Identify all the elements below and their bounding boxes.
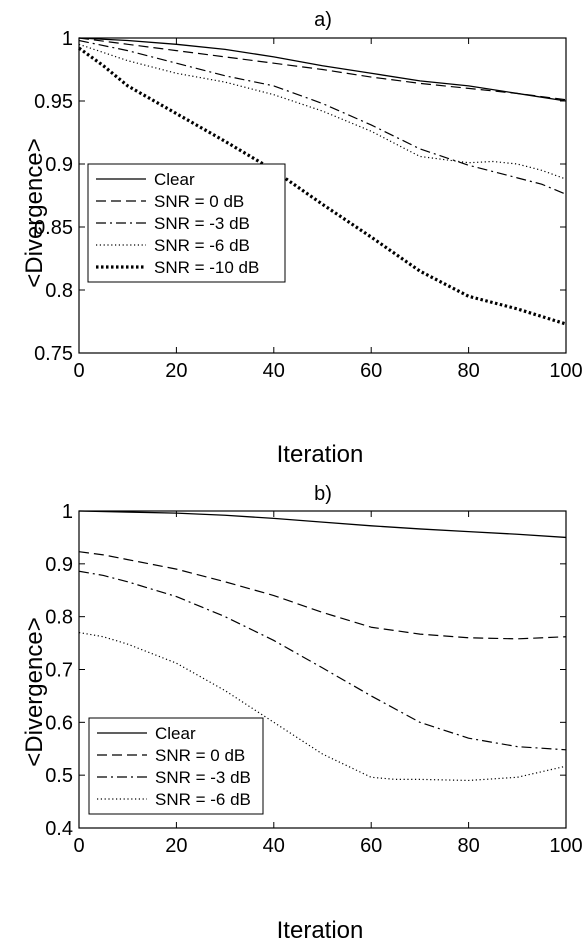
x-tick-label: 60 — [360, 835, 382, 857]
series-line — [78, 551, 567, 640]
series-line — [78, 570, 567, 751]
y-axis-label: <Divergence> — [21, 138, 48, 287]
series-line — [78, 510, 567, 539]
x-tick-label: 40 — [263, 835, 285, 857]
y-tick-label: 1 — [62, 501, 73, 523]
y-tick-label: 0.9 — [45, 154, 73, 176]
series-line — [78, 37, 567, 102]
x-tick-label: 0 — [73, 835, 84, 857]
x-tick-label: 80 — [457, 360, 479, 382]
plot-area: 0 20 40 60 80 100 0.4 0.5 0.6 0.7 0.8 0.9 1 Clear SNR … — [45, 501, 583, 857]
x-tick-label: 40 — [263, 360, 285, 382]
x-axis-label: Iteration — [277, 441, 364, 468]
series-line — [78, 46, 567, 326]
x-tick-label: 100 — [549, 360, 582, 382]
chart-panel-b: b) <Divergence> Iteration 0 20 40 60 80 100 0.… — [21, 483, 583, 944]
y-tick-label: 0.6 — [45, 712, 73, 734]
legend-label: SNR = 0 dB — [155, 746, 245, 765]
y-tick-label: 0.85 — [34, 217, 73, 239]
chart-title: b) — [314, 483, 332, 505]
x-tick-label: 0 — [73, 360, 84, 382]
series-line — [78, 37, 567, 101]
series-line — [78, 631, 567, 782]
x-tick-label: 80 — [457, 835, 479, 857]
legend-label: SNR = 0 dB — [154, 192, 244, 211]
y-tick-label: 0.4 — [45, 818, 73, 840]
chart-panel-a: a) <Divergence> Iteration 0 20 40 60 80 100 0.… — [21, 9, 583, 468]
x-tick-label: 20 — [165, 835, 187, 857]
legend-label: SNR = -6 dB — [155, 790, 251, 809]
legend-label: Clear — [155, 724, 196, 743]
plot-area: 0 20 40 60 80 100 0.75 0.8 0.85 0.9 0.95 1 Clear SNR … — [34, 28, 583, 382]
y-tick-label: 1 — [62, 28, 73, 50]
y-tick-label: 0.8 — [45, 280, 73, 302]
y-tick-label: 0.5 — [45, 765, 73, 787]
legend — [88, 717, 264, 815]
x-tick-label: 20 — [165, 360, 187, 382]
legend-label: SNR = -10 dB — [154, 258, 259, 277]
legend-label: SNR = -3 dB — [154, 214, 250, 233]
legend-label: SNR = -3 dB — [155, 768, 251, 787]
y-tick-label: 0.9 — [45, 554, 73, 576]
legend-label: SNR = -6 dB — [154, 236, 250, 255]
y-axis-label: <Divergence> — [21, 617, 48, 766]
y-tick-label: 0.95 — [34, 91, 73, 113]
x-axis-label: Iteration — [277, 917, 364, 944]
legend-label: Clear — [154, 170, 195, 189]
x-tick-label: 60 — [360, 360, 382, 382]
y-tick-label: 0.7 — [45, 660, 73, 682]
x-tick-label: 100 — [549, 835, 582, 857]
y-tick-label: 0.75 — [34, 343, 73, 365]
series-line — [78, 39, 567, 195]
y-tick-label: 0.8 — [45, 607, 73, 629]
chart-title: a) — [314, 9, 332, 31]
